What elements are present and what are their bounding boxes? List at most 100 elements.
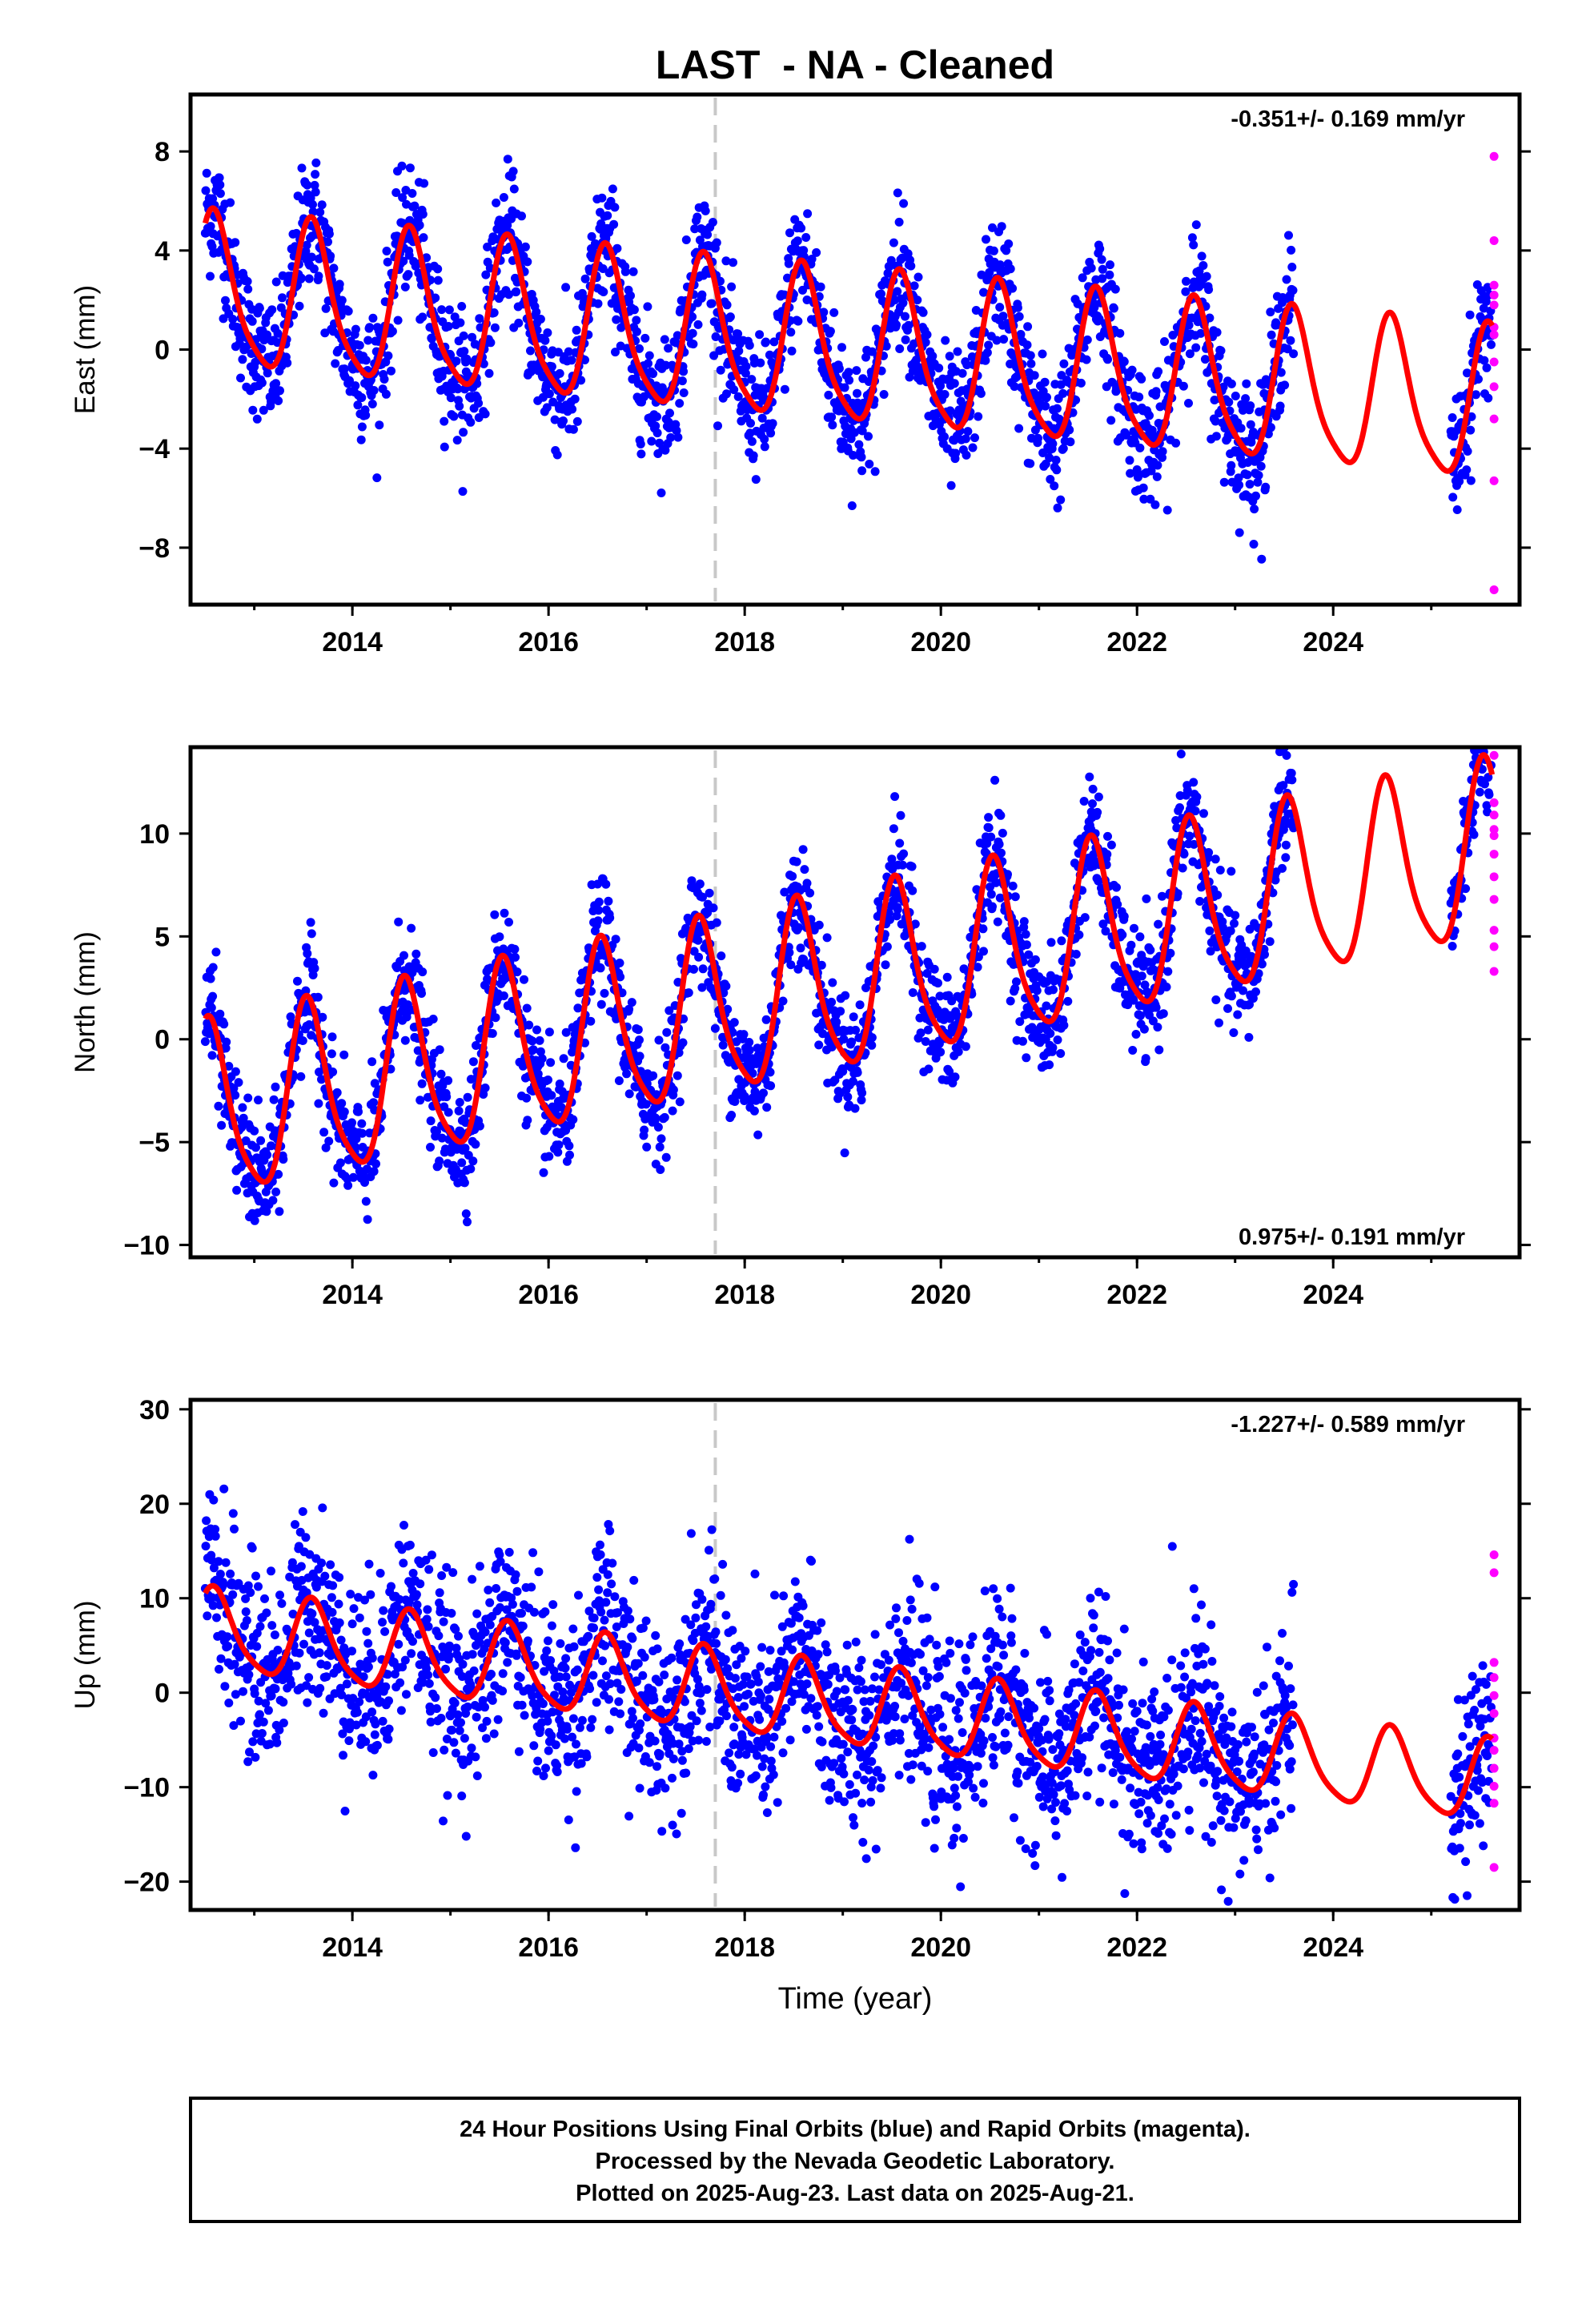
data-point [1090, 303, 1099, 312]
data-point [1482, 801, 1492, 810]
data-point [435, 1045, 444, 1055]
data-point [1448, 493, 1458, 502]
data-point [861, 352, 870, 362]
data-point [343, 307, 353, 316]
data-point [1098, 264, 1107, 274]
data-point [647, 436, 656, 446]
data-point [547, 1091, 556, 1100]
data-point [1048, 439, 1058, 448]
data-point [287, 1679, 296, 1689]
data-point [1175, 803, 1184, 812]
data-point [484, 368, 494, 378]
data-point [279, 1719, 288, 1727]
data-point [678, 1038, 688, 1047]
y-tick-label: 10 [139, 819, 170, 850]
data-point [215, 1570, 225, 1579]
data-point [1026, 351, 1035, 360]
data-point [1102, 850, 1112, 859]
data-point [301, 986, 311, 995]
data-point [523, 1116, 532, 1125]
data-point [817, 960, 826, 970]
data-point [368, 313, 378, 323]
data-point [1479, 723, 1488, 732]
data-point [1115, 328, 1125, 338]
data-point [363, 1164, 371, 1174]
data-point [703, 908, 713, 918]
data-point [882, 942, 892, 951]
data-point [546, 1058, 556, 1068]
data-point [1106, 260, 1114, 270]
data-point [1046, 475, 1055, 484]
data-point [561, 1027, 571, 1037]
data-point [636, 449, 646, 459]
data-point [286, 1012, 295, 1022]
data-point [769, 337, 779, 347]
data-point [765, 1068, 775, 1077]
data-point [1213, 891, 1223, 900]
data-point [669, 1085, 678, 1095]
data-point [847, 1037, 857, 1047]
data-point [291, 1661, 301, 1671]
data-point [827, 412, 837, 422]
data-point [263, 368, 272, 378]
data-point [703, 230, 713, 239]
data-point [394, 917, 404, 927]
data-point [576, 376, 586, 385]
data-point [1134, 392, 1144, 402]
data-point [1464, 706, 1473, 714]
data-point [1154, 367, 1163, 376]
data-point [323, 237, 332, 247]
data-point [353, 400, 363, 410]
data-point [1024, 950, 1034, 959]
data-point [1260, 950, 1269, 959]
data-point [1136, 1011, 1145, 1020]
data-point [1288, 286, 1298, 295]
data-point [1199, 261, 1208, 270]
data-point [688, 328, 697, 338]
data-point [535, 1035, 544, 1045]
data-point [648, 369, 658, 379]
data-point [973, 963, 982, 972]
data-point [1021, 930, 1030, 939]
data-point [1079, 797, 1089, 806]
data-point [596, 999, 606, 1009]
data-point [1078, 273, 1087, 283]
data-point [446, 393, 456, 403]
data-point [822, 933, 832, 943]
data-point [1461, 884, 1471, 894]
data-point [1128, 1046, 1138, 1055]
data-point [816, 282, 825, 292]
data-point [580, 356, 589, 364]
data-point [723, 1004, 733, 1014]
data-point [466, 417, 476, 427]
data-point [749, 451, 758, 460]
data-point [608, 184, 617, 194]
data-point [993, 917, 1002, 927]
data-point [748, 1068, 757, 1078]
data-point [418, 312, 428, 322]
data-point [1477, 711, 1486, 720]
data-point [215, 180, 225, 190]
data-point [416, 1096, 425, 1105]
data-point [318, 1503, 327, 1513]
data-point [321, 304, 331, 313]
data-point [1196, 328, 1206, 338]
data-point [760, 434, 769, 444]
data-point [827, 997, 837, 1007]
data-point [486, 338, 496, 348]
x-tick-label: 2022 [1106, 627, 1167, 657]
data-point [337, 1099, 347, 1108]
data-point [881, 341, 891, 351]
data-point [661, 1152, 671, 1162]
data-point [267, 305, 277, 315]
data-point [665, 1006, 674, 1015]
data-point [206, 974, 215, 983]
data-point [666, 432, 676, 442]
data-point [1137, 374, 1146, 384]
data-point [418, 967, 428, 977]
data-point [270, 1630, 279, 1639]
data-point [420, 179, 429, 188]
x-tick-label: 2018 [714, 1280, 775, 1310]
data-point [1230, 919, 1239, 928]
